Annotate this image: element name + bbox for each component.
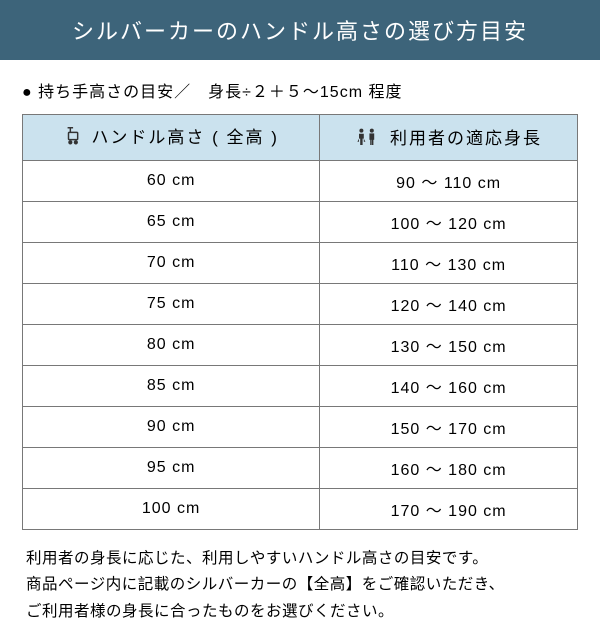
col1-header: ハンドル高さ ( 全高 ) [23,115,320,161]
cell-h: 65 cm [23,202,320,243]
cell-h: 95 cm [23,448,320,489]
cell-h: 70 cm [23,243,320,284]
page-title-bar: シルバーカーのハンドル高さの選び方目安 [0,0,600,60]
col2-header: 利用者の適応身長 [320,115,578,161]
table-row: 70 cm110 ～ 130 cm [23,243,578,284]
footer-line-1: 利用者の身長に応じた、利用しやすいハンドル高さの目安です。 [26,546,574,572]
cell-h: 85 cm [23,366,320,407]
table-row: 65 cm100 ～ 120 cm [23,202,578,243]
table-row: 100 cm170 ～ 190 cm [23,489,578,530]
cell-h: 80 cm [23,325,320,366]
footer-note: 利用者の身長に応じた、利用しやすいハンドル高さの目安です。 商品ページ内に記載の… [0,530,600,625]
table-body: 60 cm90 ～ 110 cm 65 cm100 ～ 120 cm 70 cm… [23,161,578,530]
height-table: ハンドル高さ ( 全高 ) 利用者の適応身長 [22,114,578,530]
col1-label: ハンドル高さ ( 全高 ) [91,128,279,147]
table-row: 85 cm140 ～ 160 cm [23,366,578,407]
cell-r: 110 ～ 130 cm [320,243,578,284]
table-row: 75 cm120 ～ 140 cm [23,284,578,325]
cell-h: 75 cm [23,284,320,325]
cell-r: 160 ～ 180 cm [320,448,578,489]
people-icon [355,127,379,152]
subtitle-line: ● 持ち手高さの目安／ 身長÷２＋５～15cm 程度 [22,78,578,102]
footer-line-3: ご利用者様の身長に合ったものをお選びください。 [26,599,574,625]
cell-h: 90 cm [23,407,320,448]
page-title: シルバーカーのハンドル高さの選び方目安 [72,19,528,44]
table-row: 60 cm90 ～ 110 cm [23,161,578,202]
cart-icon [63,125,85,152]
cell-r: 120 ～ 140 cm [320,284,578,325]
cell-r: 130 ～ 150 cm [320,325,578,366]
col2-label: 利用者の適応身長 [383,129,542,148]
cell-r: 100 ～ 120 cm [320,202,578,243]
cell-r: 170 ～ 190 cm [320,489,578,530]
cell-r: 90 ～ 110 cm [320,161,578,202]
cell-h: 60 cm [23,161,320,202]
footer-line-2: 商品ページ内に記載のシルバーカーの【全高】をご確認いただき、 [26,572,574,598]
content-area: ● 持ち手高さの目安／ 身長÷２＋５～15cm 程度 ハンドル高さ ( 全高 ) [0,60,600,530]
cell-r: 150 ～ 170 cm [320,407,578,448]
table-header-row: ハンドル高さ ( 全高 ) 利用者の適応身長 [23,115,578,161]
table-row: 80 cm130 ～ 150 cm [23,325,578,366]
cell-r: 140 ～ 160 cm [320,366,578,407]
table-row: 90 cm150 ～ 170 cm [23,407,578,448]
cell-h: 100 cm [23,489,320,530]
table-row: 95 cm160 ～ 180 cm [23,448,578,489]
